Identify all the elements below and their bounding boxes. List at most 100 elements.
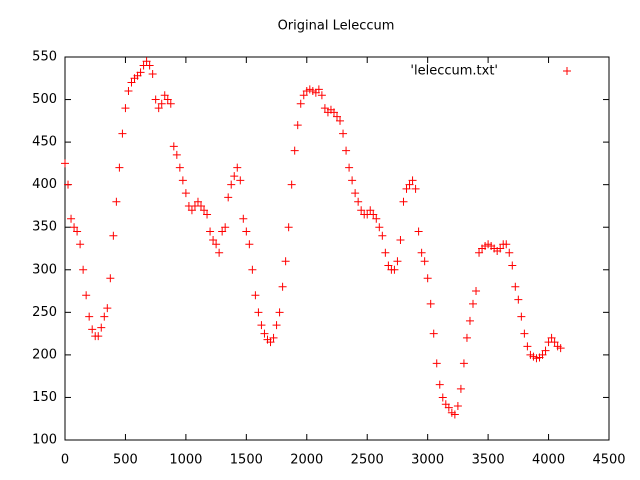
y-tick-label: 300 bbox=[32, 262, 57, 277]
point bbox=[100, 312, 109, 321]
point bbox=[314, 85, 323, 94]
point bbox=[369, 210, 378, 219]
point bbox=[384, 261, 393, 270]
point bbox=[496, 244, 505, 253]
point bbox=[390, 265, 399, 274]
point bbox=[556, 344, 565, 353]
point bbox=[76, 240, 85, 249]
point bbox=[82, 291, 91, 300]
point bbox=[444, 403, 453, 412]
x-tick-label: 1000 bbox=[169, 453, 202, 468]
point bbox=[254, 308, 263, 317]
point bbox=[175, 163, 184, 172]
point bbox=[70, 223, 79, 232]
point bbox=[517, 312, 526, 321]
point bbox=[411, 184, 420, 193]
point bbox=[393, 257, 402, 266]
x-tick-label: 0 bbox=[61, 453, 69, 468]
point bbox=[88, 325, 97, 334]
point bbox=[475, 248, 484, 257]
point bbox=[106, 274, 115, 283]
point bbox=[550, 338, 559, 347]
point bbox=[469, 299, 477, 308]
point bbox=[275, 308, 284, 317]
point bbox=[420, 257, 429, 266]
chart-title: Original Leleccum bbox=[278, 19, 395, 34]
point bbox=[453, 401, 462, 410]
point bbox=[151, 95, 160, 104]
point bbox=[348, 176, 357, 185]
point bbox=[257, 321, 266, 330]
point bbox=[354, 197, 363, 206]
point bbox=[148, 70, 157, 79]
point bbox=[230, 172, 239, 181]
point bbox=[94, 332, 103, 341]
point bbox=[402, 184, 411, 193]
y-tick-label: 250 bbox=[32, 305, 57, 320]
point bbox=[345, 163, 354, 172]
y-tick-label: 150 bbox=[32, 390, 57, 405]
point bbox=[278, 282, 287, 291]
point bbox=[399, 197, 408, 206]
point bbox=[145, 61, 154, 70]
point bbox=[121, 104, 130, 113]
point bbox=[284, 223, 293, 232]
point bbox=[64, 180, 73, 189]
point bbox=[339, 129, 348, 138]
point bbox=[523, 342, 532, 351]
point bbox=[242, 227, 251, 236]
point bbox=[97, 323, 106, 332]
point bbox=[203, 210, 212, 219]
y-tick-label: 100 bbox=[32, 433, 57, 448]
point bbox=[181, 189, 190, 198]
point bbox=[287, 180, 296, 189]
point bbox=[260, 329, 269, 338]
point bbox=[200, 206, 209, 215]
x-tick-label: 4000 bbox=[532, 453, 565, 468]
point bbox=[432, 359, 441, 368]
point bbox=[396, 235, 405, 244]
point bbox=[115, 163, 124, 172]
point bbox=[172, 150, 181, 159]
point bbox=[248, 265, 257, 274]
point bbox=[514, 295, 523, 304]
y-tick-label: 550 bbox=[32, 50, 57, 65]
point bbox=[227, 180, 236, 189]
point bbox=[505, 248, 514, 257]
y-tick-label: 500 bbox=[32, 92, 57, 107]
point bbox=[417, 248, 426, 257]
y-tick-label: 200 bbox=[32, 347, 57, 362]
point bbox=[438, 393, 447, 402]
x-tick-label: 1500 bbox=[230, 453, 263, 468]
point bbox=[266, 338, 275, 347]
point bbox=[423, 274, 432, 283]
x-tick-label: 3500 bbox=[472, 453, 505, 468]
point bbox=[408, 176, 417, 185]
point bbox=[357, 206, 366, 215]
point bbox=[233, 163, 242, 172]
point bbox=[212, 240, 221, 249]
point bbox=[118, 129, 127, 138]
point bbox=[160, 91, 169, 100]
point bbox=[378, 231, 387, 240]
point bbox=[215, 248, 224, 257]
point bbox=[281, 257, 290, 266]
point bbox=[342, 146, 351, 155]
point bbox=[405, 180, 414, 189]
point bbox=[136, 68, 145, 77]
point bbox=[429, 329, 438, 338]
point bbox=[299, 91, 308, 100]
point bbox=[239, 214, 248, 223]
point bbox=[193, 197, 202, 206]
point bbox=[245, 240, 254, 249]
point bbox=[269, 333, 278, 342]
point bbox=[142, 57, 151, 66]
point bbox=[366, 206, 375, 215]
y-tick-label: 450 bbox=[32, 135, 57, 150]
point bbox=[329, 108, 338, 117]
point bbox=[459, 359, 468, 368]
point bbox=[154, 104, 163, 113]
point bbox=[426, 299, 435, 308]
point bbox=[67, 214, 76, 223]
x-tick-label: 2500 bbox=[351, 453, 384, 468]
